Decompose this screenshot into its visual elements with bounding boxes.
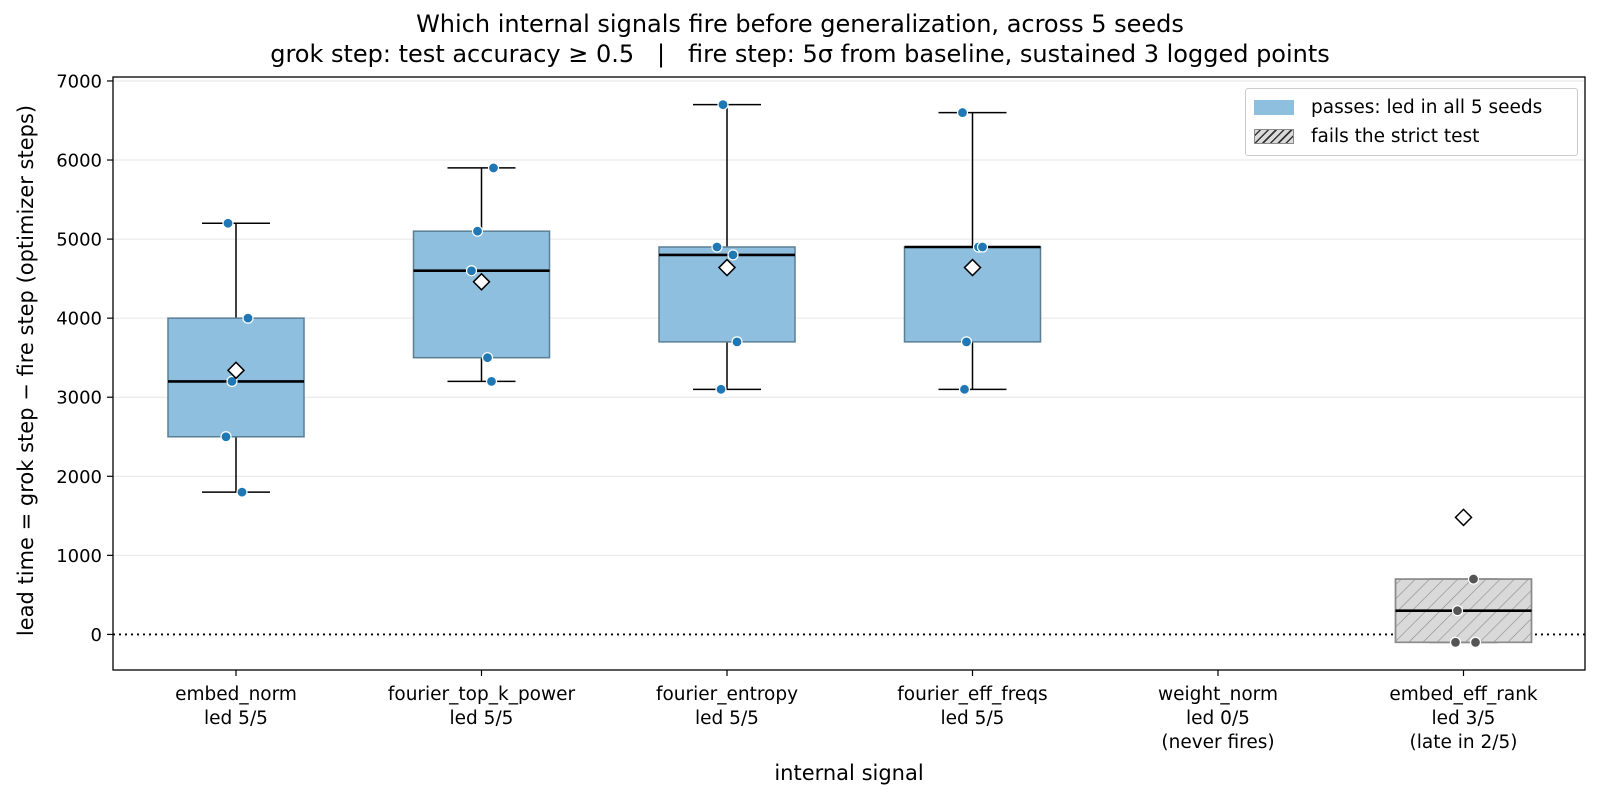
y-tick-label: 2000 [56,467,102,488]
y-tick-label: 4000 [56,309,102,330]
seed-point [220,431,232,443]
mean-marker [226,361,246,380]
y-tick-label: 5000 [56,230,102,251]
chart-title: Which internal signals fire before gener… [416,10,1184,38]
seed-point [481,352,494,364]
y-tick-label: 0 [91,625,102,646]
legend-entry-pass: passes: led in all 5 seeds [1254,95,1542,119]
x-tick-label: weight_norm [1158,684,1278,705]
x-tick-label: fourier_top_k_power [388,684,576,705]
seed-point [226,375,238,388]
chart-subtitle: grok step: test accuracy ≥ 0.5 | fire st… [270,40,1330,68]
legend-entry-fail: fails the strict test [1254,124,1479,148]
y-tick-label: 3000 [56,388,102,409]
legend-swatch-fail [1254,128,1294,144]
seed-point [487,162,500,174]
x-tick-label: embed_norm [175,684,297,705]
iqr-box [412,230,551,359]
seed-point [1467,573,1480,585]
legend-swatch-pass [1254,99,1294,115]
seed-point [956,106,969,119]
seed-point [465,265,478,277]
x-axis-label: internal signal [774,761,923,785]
x-tick-label: fourier_entropy [656,684,798,705]
seed-point [222,217,234,229]
mean-marker [1454,508,1473,527]
x-tick-sublabel: led 5/5 [695,708,759,729]
seed-point [236,486,248,498]
seed-point [715,383,727,395]
plot-frame [112,76,1586,671]
y-tick-label: 7000 [56,71,102,92]
seed-point [731,336,743,348]
seed-point [960,336,973,348]
y-axis-label: lead time = grok step − fire step (optim… [14,105,38,636]
legend: passes: led in all 5 seeds fails the str… [1245,88,1578,156]
seed-point [1449,636,1462,648]
gridlines [113,80,1585,636]
x-tick-sublabel: (never fires) [1161,732,1274,753]
x-tick-sublabel: led 3/5 [1432,708,1496,729]
x-tick-sublabel: led 5/5 [941,708,1005,729]
x-tick-sublabel: led 5/5 [450,708,514,729]
seed-point [1469,636,1482,648]
seed-points [220,99,1482,648]
y-tick-label: 6000 [56,151,102,172]
mean-marker [963,258,982,277]
x-tick-sublabel: led 0/5 [1186,708,1250,729]
legend-label-fail: fails the strict test [1311,125,1480,147]
seed-point [485,375,498,388]
x-tick-sublabel: (late in 2/5) [1410,732,1518,753]
boxes [167,103,1533,644]
seed-point [958,383,971,395]
x-tick-label: fourier_eff_freqs [897,684,1047,705]
x-tick-label: embed_eff_rank [1389,684,1538,705]
y-tick-label: 1000 [56,546,102,567]
seed-point [711,241,723,253]
mean-marker [472,272,491,291]
mean-marker [717,258,737,277]
seed-point [471,225,484,237]
x-tick-sublabel: led 5/5 [204,708,268,729]
seed-point [1451,605,1464,617]
legend-label-pass: passes: led in all 5 seeds [1311,96,1543,118]
seed-point [976,241,989,253]
seed-point [727,249,739,261]
seed-point [242,312,254,324]
axes: 01000200030004000500060007000embed_norml… [14,71,1586,785]
seed-point [717,99,729,111]
